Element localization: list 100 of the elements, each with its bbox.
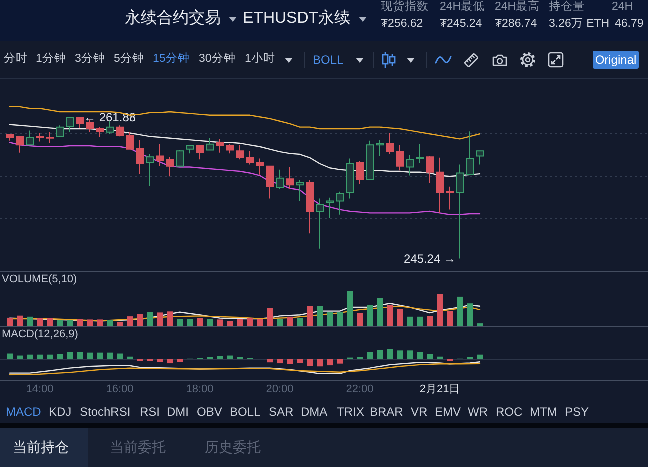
bar — [387, 349, 393, 360]
bar — [407, 350, 413, 360]
bar — [97, 320, 103, 326]
candlestick — [426, 156, 434, 184]
text: 5分钟 — [114, 53, 144, 66]
bar — [267, 308, 273, 326]
bar — [57, 320, 63, 326]
bar — [367, 352, 373, 360]
text: 30分钟 — [199, 53, 236, 66]
text: 24H最高 — [495, 1, 540, 14]
bar — [107, 320, 113, 326]
candlestick — [216, 138, 224, 154]
text: BOLL — [313, 53, 344, 67]
text: DMA — [301, 405, 328, 419]
candlestick — [476, 150, 484, 166]
bar — [377, 350, 383, 360]
candlestick — [16, 136, 24, 154]
bar — [27, 354, 33, 360]
candlestick — [146, 154, 154, 186]
bar — [317, 360, 323, 367]
text: 3.26万 ETH — [549, 18, 610, 30]
text: WR — [468, 405, 488, 419]
candlestick — [36, 132, 44, 142]
text: ₮286.74 — [495, 18, 538, 30]
candlestick — [396, 144, 404, 172]
bar — [397, 309, 403, 326]
text: 1小时 — [245, 53, 276, 66]
bar — [397, 350, 403, 360]
bar — [287, 360, 293, 364]
bar — [57, 354, 63, 360]
bar — [127, 316, 133, 326]
bar — [187, 319, 193, 326]
bar — [427, 354, 433, 360]
text: PSY — [565, 405, 590, 419]
text: RSI — [140, 405, 160, 419]
candlestick — [96, 126, 104, 138]
candlestick — [126, 132, 134, 150]
candlestick — [306, 180, 314, 234]
candlestick — [6, 134, 14, 142]
bar — [47, 354, 53, 360]
candlestick — [196, 144, 204, 160]
text: 永续合约交易 — [125, 10, 221, 27]
bar — [87, 320, 93, 326]
text: VR — [411, 405, 428, 419]
candlestick — [256, 158, 264, 176]
bar — [157, 312, 163, 326]
bar — [147, 312, 153, 326]
text: 历史委托 — [205, 439, 261, 455]
bar — [167, 360, 173, 364]
candlestick — [186, 144, 194, 154]
candlestick — [346, 158, 354, 200]
bar — [357, 313, 363, 326]
bar — [67, 352, 73, 360]
bar — [257, 319, 263, 326]
bar — [297, 318, 303, 326]
candlestick — [226, 144, 234, 154]
chart-title: MACD(12,26,9) — [2, 328, 78, 340]
text: 现货指数 — [381, 1, 429, 14]
bar — [37, 318, 43, 326]
candlestick — [316, 198, 324, 250]
text: StochRSI — [80, 405, 131, 419]
bar — [97, 352, 103, 360]
bar — [407, 316, 413, 326]
candlestick — [446, 186, 454, 210]
candlestick — [66, 117, 74, 133]
bar — [37, 354, 43, 360]
text: 当前持仓 — [13, 439, 69, 455]
x-tick-label: 22:00 — [346, 384, 374, 396]
bar — [447, 311, 453, 326]
bar — [47, 318, 53, 326]
text: MTM — [530, 405, 558, 419]
bar — [7, 354, 13, 360]
text: 1分钟 — [36, 53, 66, 66]
bar — [117, 322, 123, 326]
text: 15分钟 — [153, 53, 190, 66]
candlestick — [76, 116, 84, 129]
text: 3分钟 — [75, 53, 106, 66]
bar — [337, 312, 343, 326]
text: SAR — [269, 405, 294, 419]
candlestick — [336, 191, 344, 216]
candlestick — [266, 166, 274, 200]
bar — [87, 352, 93, 360]
bar — [157, 360, 163, 362]
x-tick-label: 14:00 — [26, 384, 54, 396]
bar — [27, 316, 33, 326]
bar — [347, 291, 353, 326]
candlestick — [206, 138, 214, 151]
bar — [387, 305, 393, 326]
bar — [287, 316, 293, 326]
candlestick — [46, 132, 54, 144]
text: OBV — [197, 405, 222, 419]
bar — [177, 360, 183, 362]
bar — [297, 360, 303, 364]
x-tick-label: 20:00 — [266, 384, 294, 396]
bar — [217, 356, 223, 360]
annotation: ← 261.88 — [84, 110, 136, 124]
bar — [177, 319, 183, 326]
candlestick — [86, 119, 94, 133]
bar — [17, 356, 23, 360]
text: MACD — [6, 405, 42, 419]
